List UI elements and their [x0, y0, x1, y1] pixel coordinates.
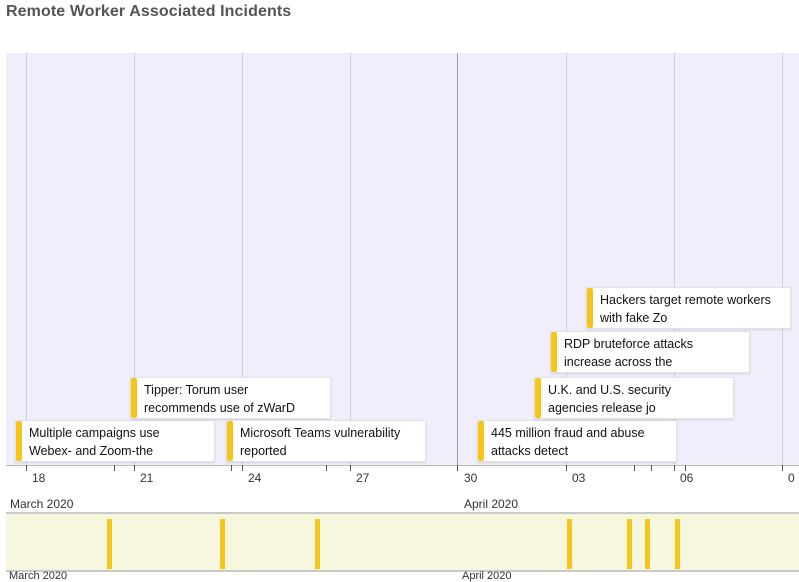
tick-mark: [114, 465, 115, 471]
axis-baseline: [6, 465, 799, 466]
overview-event-marker: [107, 519, 112, 569]
gridline: [26, 53, 27, 465]
tick-label: 21: [140, 471, 154, 485]
overview-event-marker: [627, 519, 632, 569]
event-card[interactable]: 445 million fraud and abuse attacks dete…: [477, 420, 677, 462]
time-axis: 18 21 24 27 30 03 06 0 March 2020 April …: [6, 465, 799, 511]
tick-label: 27: [356, 471, 370, 485]
event-card[interactable]: Tipper: Torum user recommends use of zWa…: [130, 377, 331, 419]
tick-mark: [26, 465, 27, 471]
event-title-line: Microsoft Teams vulnerability: [240, 426, 401, 440]
event-text: Multiple campaigns use Webex- and Zoom-t…: [29, 424, 210, 460]
event-title-line: attacks detect: [491, 444, 569, 458]
tick-mark: [685, 465, 686, 471]
overview-event-marker: [645, 519, 650, 569]
gridline: [242, 53, 243, 465]
gridline: [566, 53, 567, 465]
tick-mark: [231, 465, 232, 471]
event-title-line: U.K. and U.S. security: [548, 383, 671, 397]
event-text: Hackers target remote workers with fake …: [600, 291, 786, 327]
event-marker: [131, 378, 137, 418]
event-text: RDP bruteforce attacks increase across t…: [564, 335, 745, 371]
event-title-line: with fake Zo: [600, 311, 668, 325]
event-title-line: Multiple campaigns use: [29, 426, 160, 440]
gridline: [350, 53, 351, 465]
tick-label: 24: [248, 471, 262, 485]
event-text: 445 million fraud and abuse attacks dete…: [491, 424, 672, 460]
event-title-line: 445 million fraud and abuse: [491, 426, 645, 440]
gridline: [134, 53, 135, 465]
event-title-line: increase across the: [564, 355, 673, 369]
event-card[interactable]: Multiple campaigns use Webex- and Zoom-t…: [15, 420, 215, 462]
overview-event-marker: [675, 519, 680, 569]
event-card[interactable]: Hackers target remote workers with fake …: [586, 287, 791, 329]
event-card[interactable]: U.K. and U.S. security agencies release …: [534, 377, 734, 419]
event-card[interactable]: Microsoft Teams vulnerability reported: [226, 420, 426, 462]
tick-label: 06: [680, 471, 694, 485]
month-label: March 2020: [10, 497, 74, 511]
tick-mark: [134, 465, 135, 471]
page-title: Remote Worker Associated Incidents: [6, 3, 292, 20]
tick-mark: [634, 465, 635, 471]
tick-mark: [350, 465, 351, 471]
event-title-line: Webex- and Zoom-the: [29, 444, 154, 458]
overview-month-label: April 2020: [462, 570, 512, 582]
event-marker: [587, 288, 593, 328]
overview-month-label: March 2020: [9, 570, 68, 582]
event-card[interactable]: RDP bruteforce attacks increase across t…: [550, 331, 750, 373]
event-text: U.K. and U.S. security agencies release …: [548, 381, 729, 417]
tick-label: 0: [788, 471, 795, 485]
tick-mark: [674, 465, 675, 471]
overview-band[interactable]: [6, 512, 799, 572]
event-title-line: RDP bruteforce attacks: [564, 337, 693, 351]
overview-event-marker: [220, 519, 225, 569]
timeline-panel[interactable]: Multiple campaigns use Webex- and Zoom-t…: [6, 53, 799, 465]
gridline-month-boundary: [457, 53, 458, 465]
tick-mark: [326, 465, 327, 471]
event-marker: [227, 421, 233, 461]
overview-event-marker: [567, 519, 572, 569]
tick-mark: [651, 465, 652, 471]
event-title-line: reported: [240, 444, 287, 458]
event-marker: [16, 421, 22, 461]
tick-mark: [566, 465, 567, 471]
tick-mark: [242, 465, 243, 471]
tick-mark: [782, 465, 783, 471]
event-marker: [551, 332, 557, 372]
gridline: [782, 53, 783, 465]
event-text: Microsoft Teams vulnerability reported: [240, 424, 421, 460]
overview-event-marker: [315, 519, 320, 569]
event-title-line: Tipper: Torum user: [144, 383, 249, 397]
event-title-line: Hackers target remote workers: [600, 293, 771, 307]
event-marker: [535, 378, 541, 418]
event-marker: [478, 421, 484, 461]
event-title-line: agencies release jo: [548, 401, 656, 415]
event-text: Tipper: Torum user recommends use of zWa…: [144, 381, 326, 417]
month-label: April 2020: [464, 497, 519, 511]
tick-label: 30: [464, 471, 478, 485]
gridline: [674, 53, 675, 465]
tick-label: 18: [32, 471, 46, 485]
event-title-line: recommends use of zWarD: [144, 401, 295, 415]
tick-label: 03: [572, 471, 586, 485]
tick-mark: [457, 465, 458, 471]
